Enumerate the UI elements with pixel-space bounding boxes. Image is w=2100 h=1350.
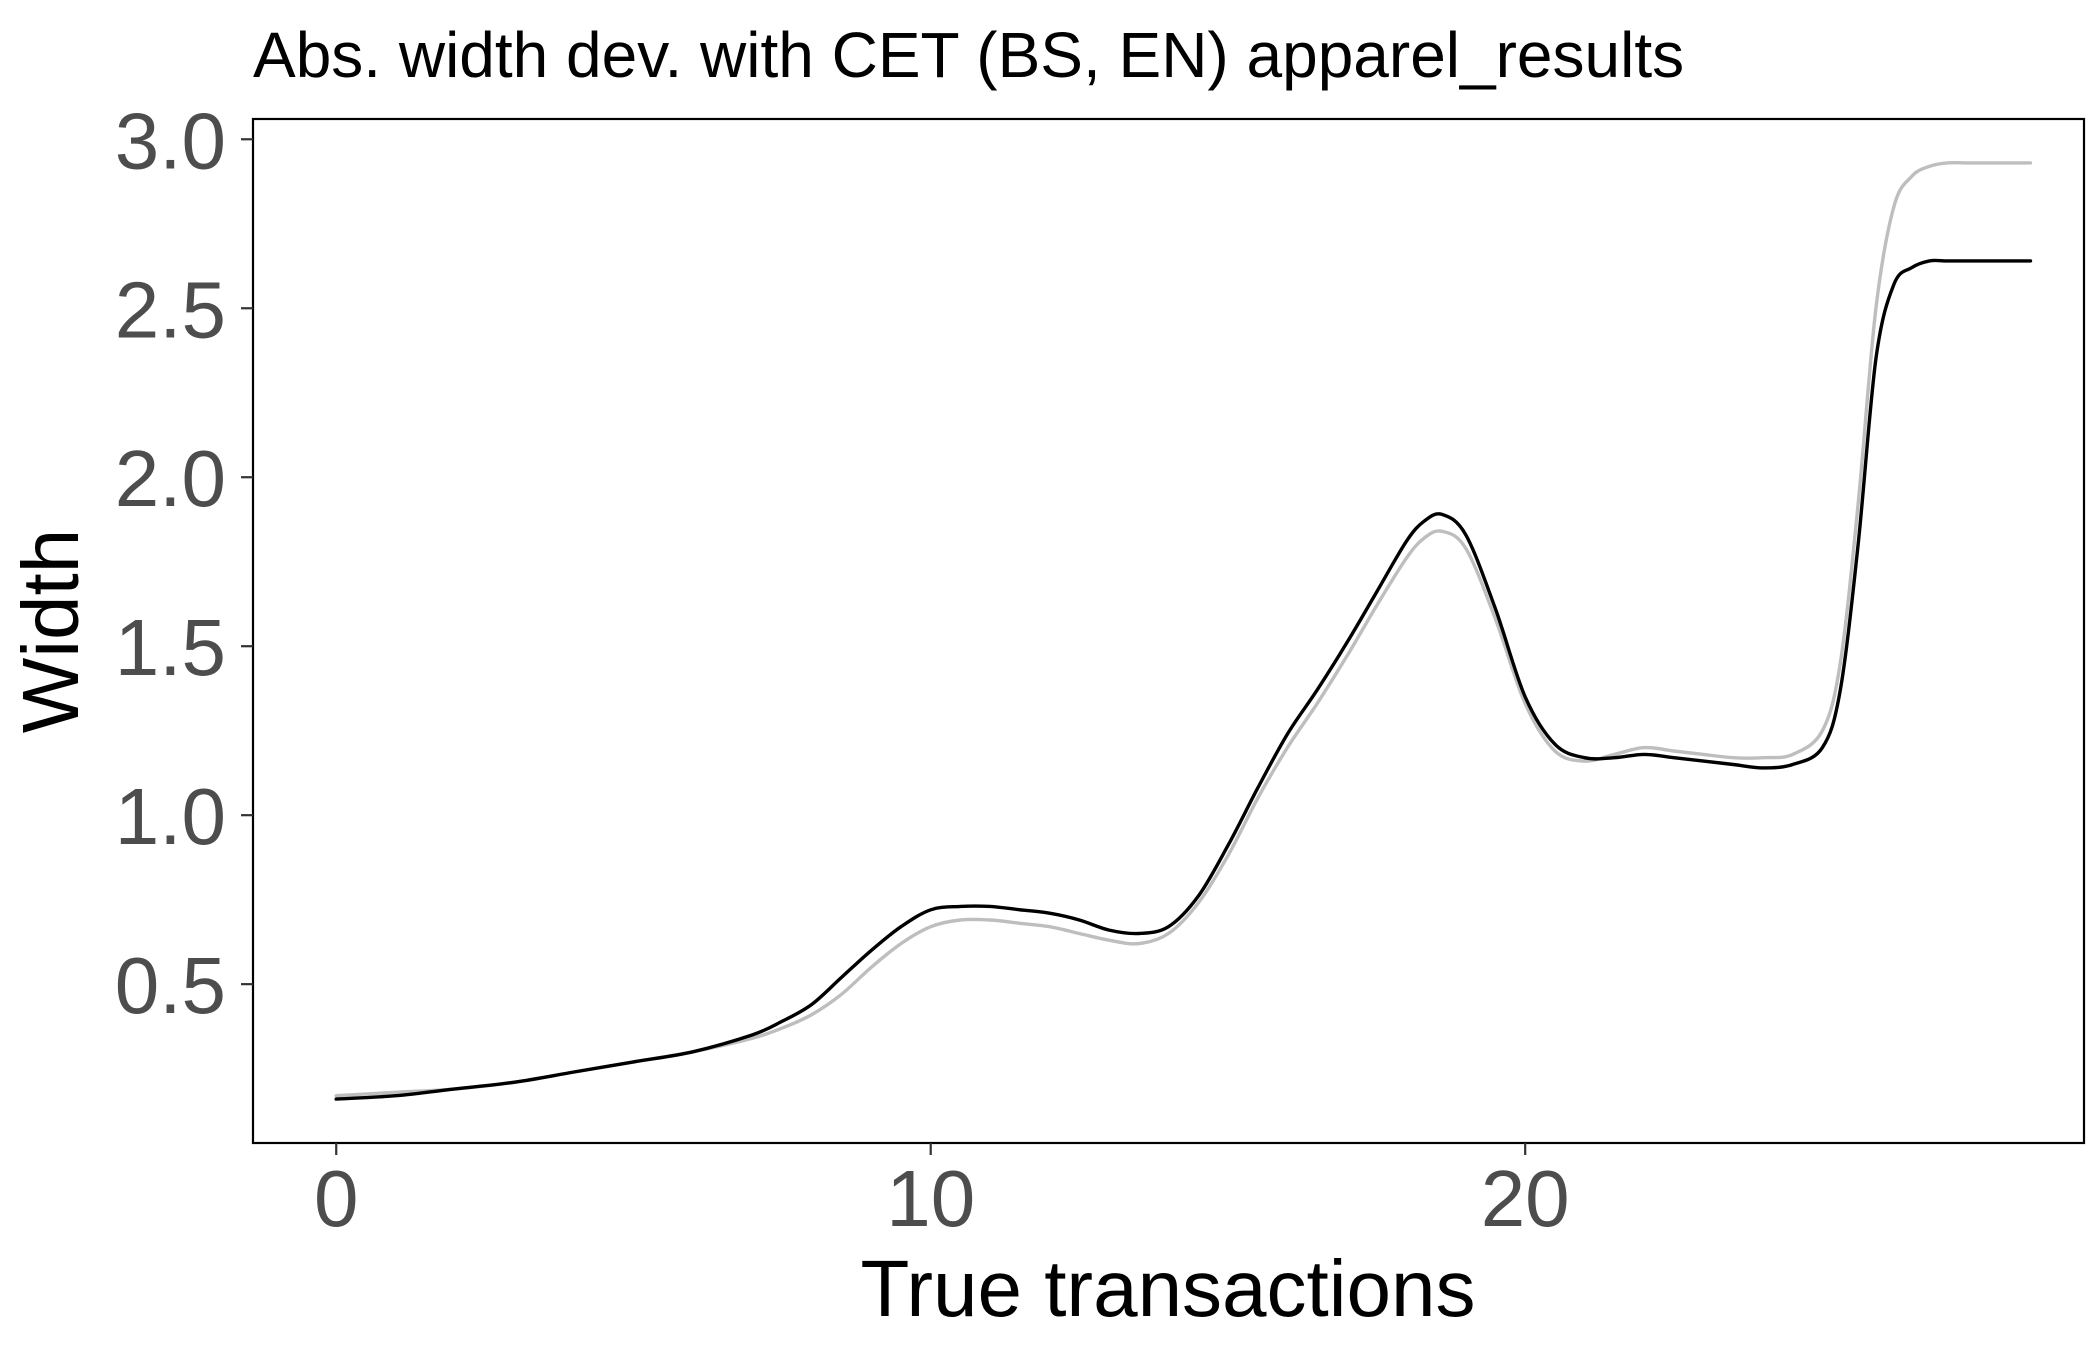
- series-lines: [334, 160, 2033, 1101]
- y-axis-title: Width: [6, 529, 95, 734]
- y-tick-label: 1.0: [115, 772, 226, 861]
- x-axis: 0 10 20: [314, 1143, 1570, 1243]
- series-line-1: [334, 160, 2033, 1098]
- series-line-2: [334, 258, 2033, 1101]
- y-tick-label: 2.0: [115, 434, 226, 523]
- plot-panel: [251, 117, 2086, 1145]
- y-axis: 0.5 1.0 1.5 2.0 2.5 3.0: [115, 96, 253, 1030]
- y-tick-label: 2.5: [115, 265, 226, 354]
- x-axis-title: True transactions: [860, 1244, 1475, 1333]
- chart-title: Abs. width dev. with CET (BS, EN) appare…: [253, 19, 1684, 91]
- y-tick-label: 3.0: [115, 96, 226, 185]
- x-tick-label: 20: [1481, 1154, 1570, 1243]
- x-tick-label: 0: [314, 1154, 359, 1243]
- x-tick-label: 10: [886, 1154, 975, 1243]
- y-tick-label: 1.5: [115, 603, 226, 692]
- y-tick-label: 0.5: [115, 941, 226, 1030]
